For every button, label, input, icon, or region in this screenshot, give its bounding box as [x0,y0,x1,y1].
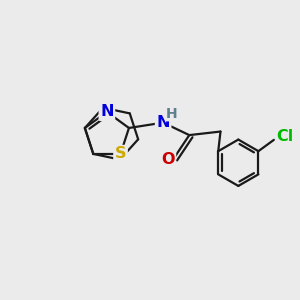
Text: S: S [115,146,126,161]
Text: Cl: Cl [277,129,294,144]
Text: N: N [100,104,114,119]
Text: H: H [166,107,177,121]
Text: O: O [161,152,175,167]
Text: N: N [156,115,170,130]
